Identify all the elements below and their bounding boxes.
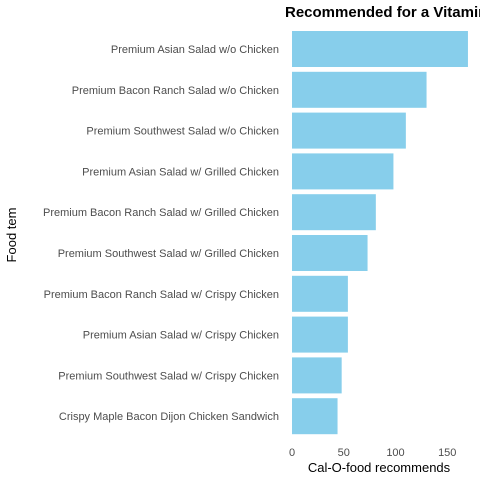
x-tick-label: 0 [289, 447, 295, 459]
bar [292, 275, 348, 312]
bar [292, 357, 342, 394]
bar [292, 31, 468, 67]
category-label: Premium Asian Salad w/o Chicken [111, 44, 279, 56]
category-label: Premium Asian Salad w/ Crispy Chicken [83, 330, 279, 342]
y-axis-title: Food tem [4, 208, 19, 263]
bar [292, 235, 368, 271]
category-label: Premium Bacon Ranch Salad w/ Grilled Chi… [43, 207, 279, 219]
bar [292, 316, 348, 353]
category-label: Premium Southwest Salad w/ Crispy Chicke… [58, 370, 279, 382]
chart-title: Recommended for a Vitamin C [285, 4, 480, 21]
category-label: Premium Bacon Ranch Salad w/ Crispy Chic… [44, 289, 279, 301]
x-axis-title: Cal-O-food recommends [308, 460, 451, 475]
category-label: Crispy Maple Bacon Dijon Chicken Sandwic… [59, 411, 279, 423]
bar [292, 194, 376, 231]
bar [292, 71, 427, 108]
x-tick-label: 150 [438, 447, 456, 459]
category-label: Premium Bacon Ranch Salad w/o Chicken [72, 85, 279, 97]
category-label: Premium Southwest Salad w/ Grilled Chick… [58, 248, 279, 260]
category-label: Premium Asian Salad w/ Grilled Chicken [82, 166, 279, 178]
x-tick-label: 100 [386, 447, 404, 459]
category-labels: Premium Asian Salad w/o Chicken Premium B… [43, 44, 279, 423]
bar [292, 112, 406, 149]
bar [292, 398, 338, 435]
x-tick-labels: 0 50 100 150 [289, 447, 456, 459]
category-label: Premium Southwest Salad w/o Chicken [86, 126, 279, 138]
x-tick-label: 50 [338, 447, 350, 459]
bar [292, 153, 394, 190]
bars-group [292, 31, 468, 435]
